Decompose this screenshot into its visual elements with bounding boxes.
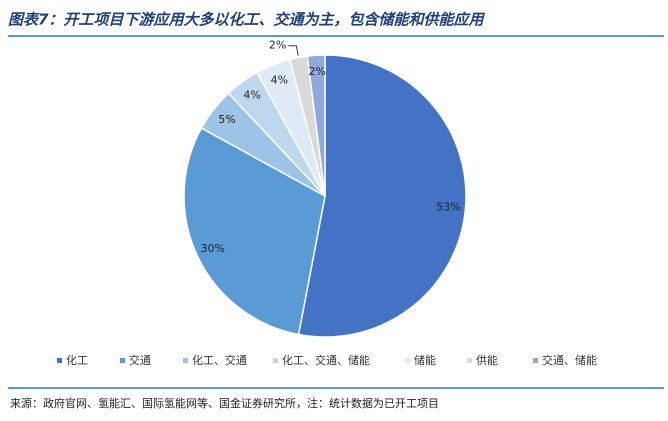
chart-title: 图表7：开工项目下游应用大多以化工、交通为主，包含储能和供能应用 — [8, 11, 485, 29]
legend-label: 化工、交通、储能 — [282, 353, 370, 367]
legend-label: 供能 — [476, 353, 498, 367]
source-note: 来源：政府官网、氢能汇、国际氢能网等、国金证券研究所，注：统计数据为已开工项目 — [10, 396, 439, 410]
legend-swatch — [183, 358, 188, 363]
legend-label: 化工、交通 — [192, 353, 247, 367]
pie-slice — [297, 54, 467, 338]
legend-label: 储能 — [414, 353, 436, 367]
legend-swatch — [467, 358, 472, 363]
legend-label: 化工 — [66, 353, 88, 367]
legend-label: 交通 — [129, 353, 151, 367]
leader-line — [288, 45, 299, 56]
pie-slice — [306, 54, 326, 197]
data-label: 4% — [271, 74, 288, 87]
data-label: 2% — [308, 65, 325, 78]
data-label: 2% — [269, 39, 286, 52]
legend-swatch — [120, 358, 125, 363]
data-label: 30% — [201, 242, 225, 255]
legend-swatch — [533, 358, 538, 363]
legend-swatch — [273, 358, 278, 363]
legend-swatch — [405, 358, 410, 363]
pie-slice — [183, 127, 326, 336]
data-label: 4% — [243, 89, 260, 102]
legend-swatch — [57, 358, 62, 363]
data-label: 53% — [436, 201, 460, 214]
data-label: 5% — [218, 113, 235, 126]
legend-label: 交通、储能 — [542, 353, 597, 367]
